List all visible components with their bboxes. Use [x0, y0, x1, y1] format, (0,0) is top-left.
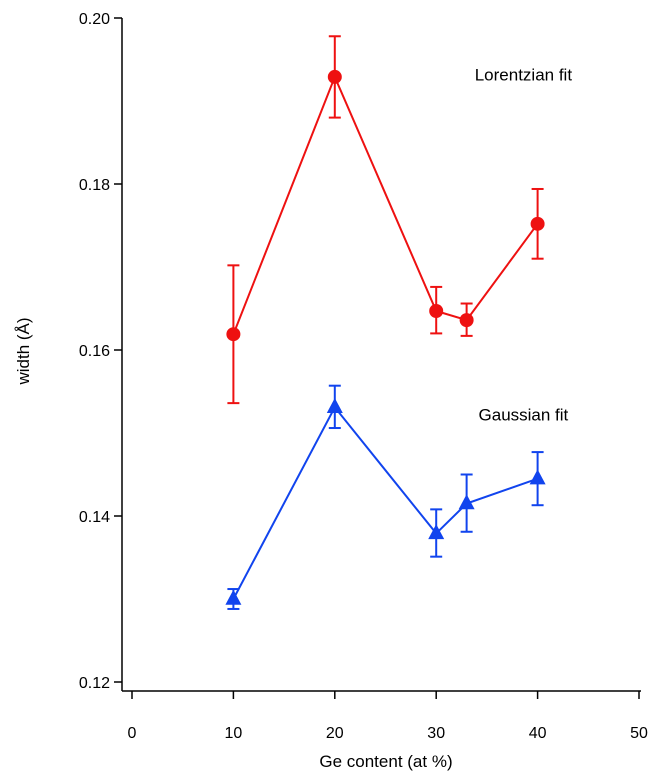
annotation-lorentzian: Lorentzian fit: [475, 65, 573, 84]
annotation-layer: Lorentzian fit Gaussian fit: [475, 65, 573, 424]
x-tick-label: 0: [128, 725, 137, 742]
data-point-gaussian: [458, 494, 475, 510]
x-ticks: 0 10 20 30 40 50: [128, 691, 648, 742]
series-layer: [225, 35, 546, 610]
annotation-gaussian: Gaussian fit: [479, 406, 569, 425]
y-ticks: 0.12 0.14 0.16 0.18 0.20: [79, 11, 122, 692]
y-axis-title: width (Å): [14, 317, 33, 385]
data-point-lorentzian: [459, 313, 474, 328]
x-tick-label: 30: [427, 725, 445, 742]
axes: [121, 18, 641, 692]
series-line-lorentzian: [232, 74, 539, 335]
data-point-lorentzian: [327, 69, 342, 84]
data-point-lorentzian: [226, 327, 241, 342]
series-gaussian: [225, 384, 546, 610]
data-point-gaussian: [529, 469, 546, 485]
y-tick-label: 0.20: [79, 11, 110, 28]
data-point-gaussian: [326, 397, 343, 413]
data-point-gaussian: [225, 589, 242, 605]
y-tick-label: 0.18: [79, 177, 110, 194]
x-tick-label: 40: [529, 725, 547, 742]
x-axis-title: Ge content (at %): [319, 752, 452, 771]
data-point-gaussian: [428, 524, 445, 540]
data-point-lorentzian: [530, 216, 545, 231]
y-tick-label: 0.12: [79, 675, 110, 692]
data-point-lorentzian: [429, 303, 444, 318]
series-lorentzian: [226, 35, 545, 405]
y-tick-label: 0.16: [79, 343, 110, 360]
y-tick-label: 0.14: [79, 509, 110, 526]
x-tick-label: 10: [225, 725, 243, 742]
series-line-gaussian: [232, 405, 538, 600]
x-tick-label: 20: [326, 725, 344, 742]
x-tick-label: 50: [630, 725, 648, 742]
